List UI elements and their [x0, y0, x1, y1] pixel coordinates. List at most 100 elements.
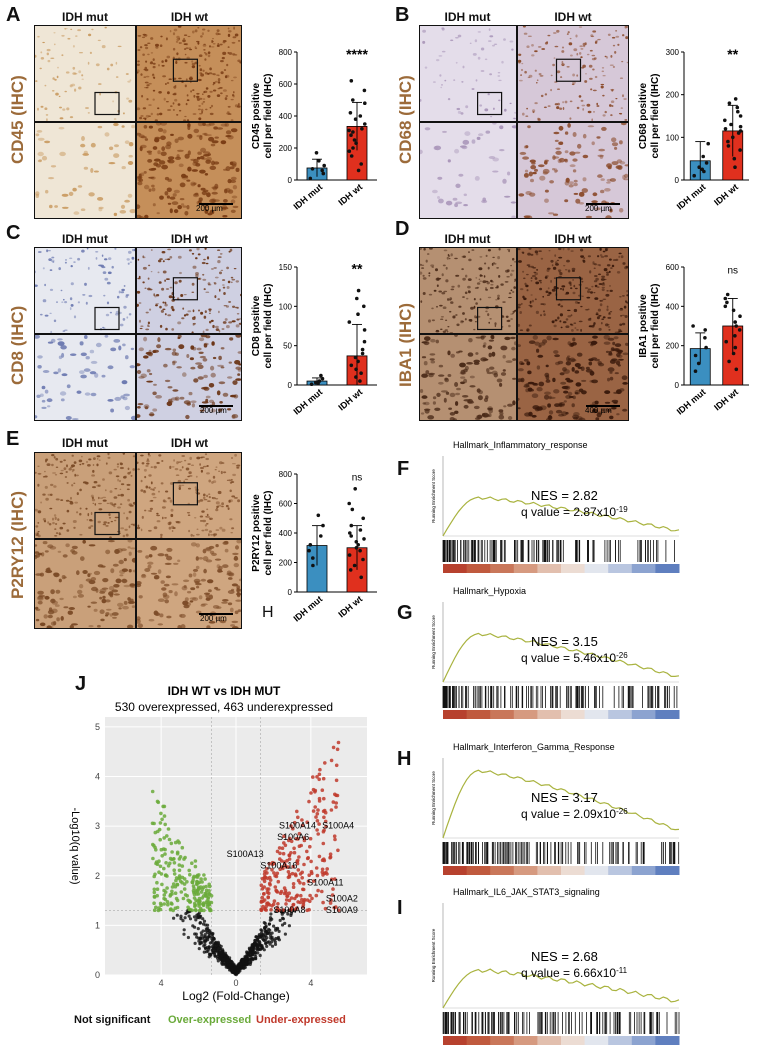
cell-dot [109, 311, 112, 314]
cell-dot [55, 589, 61, 594]
q-value-label: q value = 5.46x10-26 [521, 651, 628, 666]
cell-dot [530, 265, 534, 268]
cell-dot [50, 483, 54, 487]
cell-dot [118, 345, 122, 351]
data-point [738, 314, 742, 318]
cell-dot [209, 106, 212, 109]
cell-dot [586, 103, 591, 107]
cell-dot [432, 401, 436, 405]
cell-dot [608, 312, 611, 316]
x-tick-label: IDH wt [712, 387, 740, 413]
rank-gradient-segment [513, 564, 538, 573]
under-point [260, 887, 265, 891]
cell-dot [231, 495, 236, 498]
cell-dot [174, 138, 179, 144]
cell-dot [456, 351, 460, 354]
over-point [192, 874, 196, 879]
panel-label-j: J [75, 673, 87, 695]
cell-dot [209, 517, 213, 520]
rank-gradient-segment [490, 710, 515, 719]
under-point [315, 873, 320, 878]
cell-dot [499, 149, 505, 152]
cell-dot [132, 569, 135, 573]
cell-dot [211, 39, 214, 44]
data-point [347, 149, 352, 153]
cell-dot [191, 403, 195, 408]
cell-dot [601, 284, 606, 286]
cell-dot [233, 497, 238, 499]
cell-dot [602, 114, 606, 117]
cell-dot [54, 604, 60, 607]
rank-gradient-segment [631, 866, 656, 875]
cell-dot [172, 109, 175, 111]
data-point [733, 320, 737, 324]
data-point [701, 154, 705, 159]
cell-dot [488, 28, 491, 31]
under-point [329, 898, 333, 902]
data-point [726, 139, 730, 144]
cell-dot [156, 514, 160, 517]
cell-dot [195, 543, 200, 548]
cell-dot [199, 355, 206, 359]
under-point [336, 848, 340, 853]
data-point [697, 165, 701, 169]
cell-dot [78, 70, 82, 74]
cell-dot [57, 518, 60, 521]
cell-dot [594, 297, 599, 300]
cell-dot [528, 248, 532, 250]
cell-dot [609, 415, 614, 420]
cell-dot [187, 123, 191, 128]
cell-dot [50, 57, 55, 59]
cell-dot [35, 554, 40, 558]
over-point [193, 903, 198, 907]
y-tick-label: 200 [666, 91, 680, 100]
cell-dot [467, 278, 472, 281]
cell-dot [493, 43, 498, 45]
cell-dot [97, 520, 101, 524]
cell-dot [145, 555, 149, 559]
data-point [358, 548, 362, 553]
cell-dot [144, 138, 149, 141]
cell-dot [140, 73, 143, 76]
cell-dot [601, 67, 605, 69]
cell-dot [593, 280, 598, 283]
cell-dot [623, 98, 627, 100]
cell-dot [237, 594, 241, 598]
over-point [182, 877, 187, 881]
ns-point [270, 931, 274, 935]
cell-dot [228, 301, 232, 303]
cell-dot [447, 374, 452, 377]
cell-dot [143, 355, 149, 359]
cell-dot [611, 137, 617, 143]
ns-point [242, 966, 246, 970]
ns-point [182, 932, 186, 936]
cell-dot [575, 34, 578, 38]
cell-dot [79, 488, 82, 492]
cell-dot [186, 99, 190, 102]
cell-dot [455, 37, 459, 39]
cell-dot [150, 249, 153, 251]
cell-dot [145, 351, 152, 355]
cell-dot [230, 98, 234, 101]
cell-dot [443, 290, 448, 293]
tile-texture [137, 540, 241, 628]
over-point [173, 840, 178, 845]
cell-dot [174, 281, 178, 285]
cell-dot [99, 609, 105, 614]
cell-dot [615, 360, 621, 366]
cell-dot [609, 289, 613, 292]
cell-dot [199, 169, 206, 174]
cell-dot [137, 370, 142, 374]
data-point [351, 98, 355, 102]
cell-dot [197, 41, 200, 45]
cell-dot [146, 84, 150, 87]
stain-label-c: CD8 (IHC) [8, 305, 27, 385]
cell-dot [58, 578, 62, 583]
x-tick-label: IDH mut [675, 387, 708, 417]
cell-dot [449, 417, 455, 420]
cell-dot [195, 556, 199, 561]
cell-dot [83, 368, 91, 372]
cell-dot [153, 293, 155, 297]
ihc-tile-a-wt-low [136, 25, 242, 122]
